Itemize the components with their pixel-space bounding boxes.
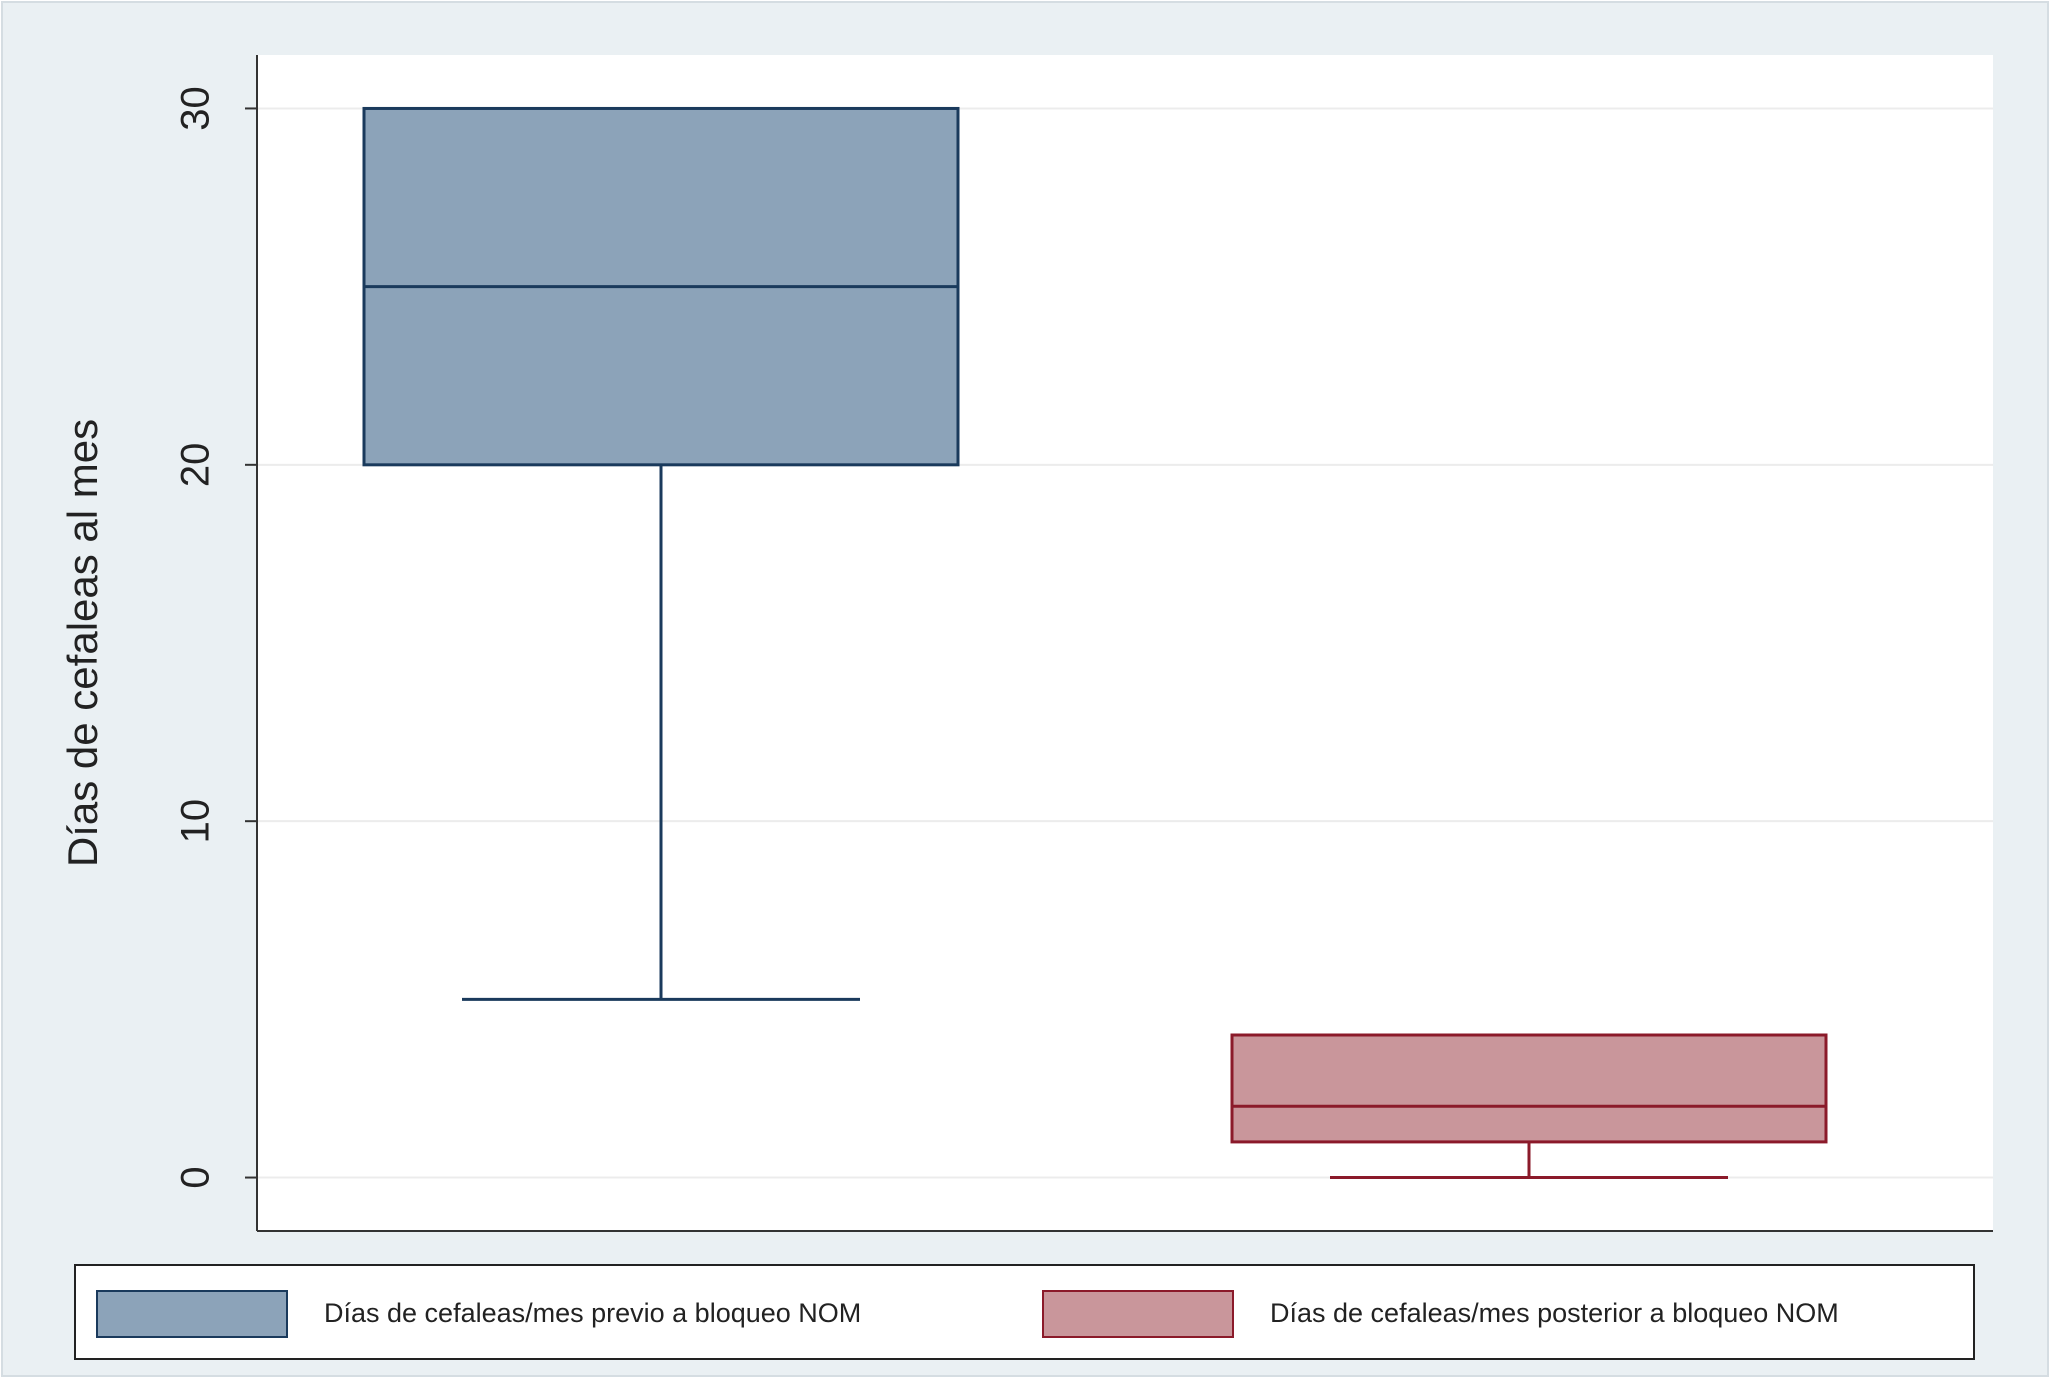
legend-swatch bbox=[1042, 1290, 1234, 1338]
y-tick-label: 20 bbox=[174, 443, 218, 488]
legend-label: Días de cefaleas/mes posterior a bloqueo… bbox=[1270, 1298, 1839, 1328]
y-axis-label: Días de cefaleas al mes bbox=[59, 419, 106, 867]
y-tick-label: 10 bbox=[174, 799, 218, 844]
box bbox=[1230, 1033, 1828, 1144]
legend-swatch bbox=[96, 1290, 288, 1338]
y-tick-label: 30 bbox=[174, 86, 218, 131]
legend bbox=[74, 1264, 1975, 1360]
y-tick-label: 0 bbox=[174, 1166, 218, 1188]
legend-label: Días de cefaleas/mes previo a bloqueo NO… bbox=[324, 1298, 861, 1328]
